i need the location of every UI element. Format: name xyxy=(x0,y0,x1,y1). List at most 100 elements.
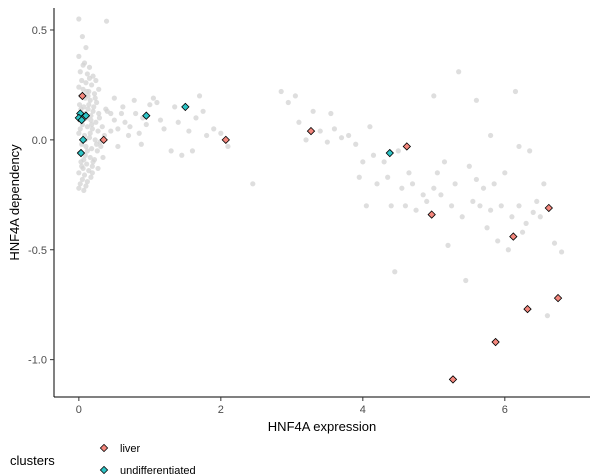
data-point-background xyxy=(96,110,102,117)
data-point-background xyxy=(111,95,117,101)
data-point-background xyxy=(370,152,377,158)
data-point-background xyxy=(90,108,96,114)
data-point-background xyxy=(81,187,87,194)
data-point-background xyxy=(91,104,97,110)
data-point-background xyxy=(516,203,522,209)
data-point-background xyxy=(89,121,95,128)
data-point-background xyxy=(505,247,511,253)
data-point-liver xyxy=(306,126,316,136)
data-point-background xyxy=(250,181,256,187)
data-point-background xyxy=(138,141,144,147)
data-point-background xyxy=(541,181,547,187)
data-point-background xyxy=(502,170,508,176)
data-point-liver xyxy=(523,304,532,314)
data-point-background xyxy=(89,146,95,152)
data-point-liver xyxy=(99,135,108,145)
data-point-background xyxy=(211,126,217,132)
data-point-undifferentiated xyxy=(77,115,86,125)
data-point-background xyxy=(512,88,519,95)
data-point-background xyxy=(96,115,103,121)
data-point-background xyxy=(83,80,89,86)
data-point-background xyxy=(285,99,291,106)
legend: clusters liver undifferentiated xyxy=(10,443,196,476)
data-point-background xyxy=(90,159,96,165)
data-point-background xyxy=(488,132,494,139)
data-point-background xyxy=(79,77,85,84)
data-point-background xyxy=(81,172,88,178)
data-point-background xyxy=(89,163,95,169)
data-point-background xyxy=(91,91,98,97)
data-point-background xyxy=(157,117,164,123)
data-point-background xyxy=(108,110,114,117)
data-point-background xyxy=(115,143,121,150)
data-point-background xyxy=(154,99,160,106)
data-point-background xyxy=(360,159,366,165)
data-point-liver xyxy=(427,210,436,219)
data-points xyxy=(74,16,565,384)
data-point-liver xyxy=(402,142,412,151)
data-point-background xyxy=(356,174,362,180)
data-point-undifferentiated xyxy=(81,111,91,120)
x-axis-ticks: 0 2 4 6 xyxy=(76,397,508,416)
data-point-background xyxy=(84,179,90,185)
data-point-undifferentiated xyxy=(385,148,394,158)
data-point-background xyxy=(83,183,89,189)
data-point-background xyxy=(179,152,185,158)
data-point-background xyxy=(175,119,181,125)
data-point-background xyxy=(84,124,90,130)
data-point-background xyxy=(143,121,149,128)
data-point-background xyxy=(498,203,504,209)
data-point-background xyxy=(85,106,91,112)
data-point-background xyxy=(98,143,104,150)
data-point-background xyxy=(381,159,387,165)
data-point-background xyxy=(86,102,92,108)
data-point-background xyxy=(463,277,469,284)
data-point-background xyxy=(445,242,451,248)
data-point-background xyxy=(94,148,100,154)
data-point-background xyxy=(338,135,345,141)
data-point-undifferentiated xyxy=(76,148,86,158)
data-point-background xyxy=(84,88,90,95)
y-tick-label: 0.0 xyxy=(32,135,47,147)
data-point-background xyxy=(480,185,487,191)
data-point-background xyxy=(204,132,210,139)
data-point-liver xyxy=(491,337,500,347)
data-point-liver xyxy=(221,135,230,145)
legend-label-liver: liver xyxy=(120,443,141,455)
data-point-background xyxy=(99,124,105,130)
data-point-background xyxy=(103,18,110,24)
data-point-background xyxy=(438,192,444,198)
data-point-background xyxy=(83,143,89,150)
data-point-background xyxy=(456,69,462,75)
data-point-background xyxy=(189,148,196,154)
data-point-background xyxy=(77,126,83,132)
data-point-background xyxy=(76,185,82,191)
data-point-background xyxy=(93,119,99,125)
x-axis-title: HNF4A expression xyxy=(268,419,376,434)
data-point-background xyxy=(523,220,529,226)
data-point-background xyxy=(466,163,472,169)
data-point-background xyxy=(80,62,86,68)
data-point-background xyxy=(122,119,128,125)
data-point-background xyxy=(76,84,82,90)
data-point-background xyxy=(452,181,458,187)
data-point-background xyxy=(77,181,83,187)
data-point-background xyxy=(133,110,139,117)
data-point-background xyxy=(79,176,85,183)
data-point-background xyxy=(200,108,206,114)
data-point-background xyxy=(484,225,490,231)
data-point-background xyxy=(196,93,203,99)
data-point-background xyxy=(86,135,93,141)
legend-title: clusters xyxy=(10,453,55,468)
data-point-background xyxy=(544,313,551,319)
data-point-background xyxy=(84,161,90,167)
y-axis-ticks: 0.5 0.0 -0.5 -1.0 xyxy=(28,25,54,367)
data-point-background xyxy=(87,97,93,103)
data-point-background xyxy=(413,207,419,213)
data-point-background xyxy=(392,269,398,275)
y-tick-label: -1.0 xyxy=(28,355,47,367)
data-point-background xyxy=(115,126,121,132)
data-point-background xyxy=(473,97,480,103)
data-point-background xyxy=(409,181,416,187)
